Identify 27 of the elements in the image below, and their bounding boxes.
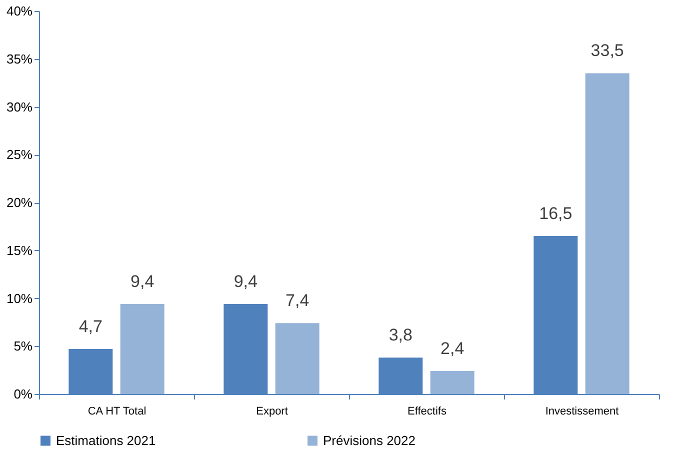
data-label: 7,4 <box>286 291 310 310</box>
data-label: 16,5 <box>539 204 572 224</box>
y-tick-label: 25% <box>6 147 33 162</box>
x-tick-label: Effectifs <box>408 406 447 418</box>
y-tick-label: 35% <box>6 51 33 66</box>
legend-label: Prévisions 2022 <box>323 432 416 448</box>
y-tick-label: 0% <box>14 386 33 402</box>
data-label: 9,4 <box>234 272 258 291</box>
y-tick-label: 40% <box>6 4 33 18</box>
bar <box>275 323 320 394</box>
y-tick-label: 5% <box>14 338 33 354</box>
data-label: 9,4 <box>130 272 154 291</box>
y-tick-label: 15% <box>6 242 33 258</box>
data-label: 2,4 <box>440 339 464 358</box>
y-tick-label: 20% <box>6 195 33 210</box>
bar <box>585 73 630 394</box>
data-label: 33,5 <box>590 41 624 60</box>
data-label: 4,7 <box>78 316 102 336</box>
data-label: 3,8 <box>388 326 412 345</box>
legend-label: Estimations 2021 <box>56 432 156 448</box>
bar <box>430 371 474 394</box>
x-tick-label: Investissement <box>545 406 619 418</box>
y-tick-label: 10% <box>6 290 33 306</box>
x-tick-label: Export <box>256 406 288 418</box>
y-tick-label: 30% <box>6 99 33 114</box>
bar <box>120 304 164 394</box>
x-tick-label: CA HT Total <box>88 406 146 418</box>
